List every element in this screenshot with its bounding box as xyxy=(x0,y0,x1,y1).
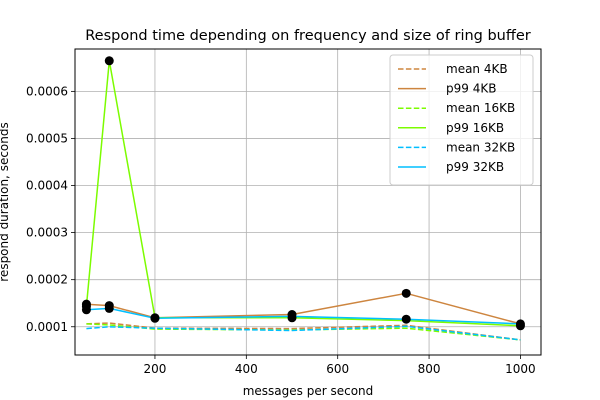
y-tick-label: 0.0003 xyxy=(26,226,68,240)
legend-label: mean 32KB xyxy=(446,140,515,154)
y-tick-label: 0.0001 xyxy=(26,320,68,334)
data-point xyxy=(81,305,91,315)
data-point xyxy=(104,303,114,313)
legend-label: mean 16KB xyxy=(446,101,515,115)
series-line-mean-4kb xyxy=(86,322,521,341)
legend-label: mean 4KB xyxy=(446,62,508,76)
legend-label: p99 32KB xyxy=(446,160,504,174)
y-axis: 0.0001 0.0002 0.0003 0.0004 0.0005 0.0006 xyxy=(26,84,75,334)
x-tick-label: 200 xyxy=(143,362,166,376)
data-point xyxy=(287,313,297,323)
x-tick-label: 800 xyxy=(418,362,441,376)
y-tick-label: 0.0002 xyxy=(26,273,68,287)
data-point xyxy=(515,321,525,331)
legend-label: p99 4KB xyxy=(446,82,496,96)
data-point xyxy=(104,56,114,66)
markers-group xyxy=(81,56,525,331)
x-tick-label: 1000 xyxy=(505,362,536,376)
legend: mean 4KB p99 4KB mean 16KB p99 16KB mean 32K… xyxy=(389,54,534,186)
data-point xyxy=(401,314,411,324)
chart-title: Respond time depending on frequency and … xyxy=(85,28,531,44)
y-tick-label: 0.0005 xyxy=(26,131,68,145)
y-tick-label: 0.0006 xyxy=(26,84,68,98)
x-tick-label: 400 xyxy=(235,362,258,376)
plot-frame xyxy=(74,48,542,356)
series-line-mean-32kb xyxy=(86,325,521,341)
legend-box xyxy=(389,54,534,186)
data-point xyxy=(401,288,411,298)
x-axis: 200 400 600 800 1000 xyxy=(143,355,536,376)
y-axis-label: respond duration, seconds xyxy=(0,122,11,281)
y-tick-label: 0.0004 xyxy=(26,179,68,193)
x-tick-label: 600 xyxy=(326,362,349,376)
legend-label: p99 16KB xyxy=(446,121,504,135)
x-axis-label: messages per second xyxy=(243,384,374,398)
data-point xyxy=(150,313,160,323)
